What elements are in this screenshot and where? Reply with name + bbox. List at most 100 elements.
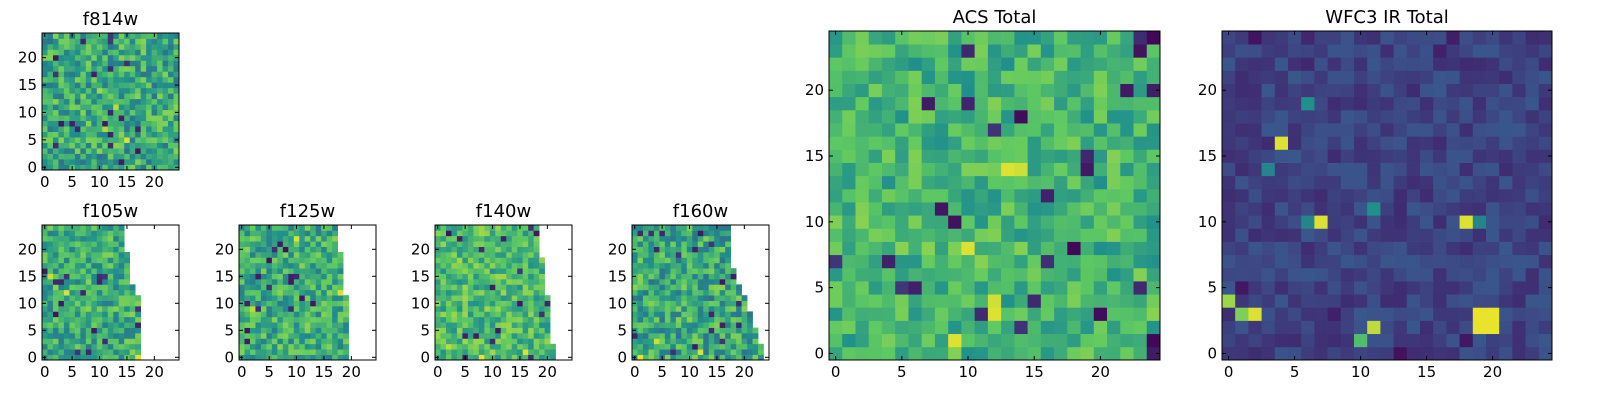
heatmap-cell bbox=[648, 300, 655, 307]
heatmap-cell bbox=[85, 49, 92, 56]
heatmap-cell bbox=[708, 316, 715, 323]
heatmap-cell bbox=[1261, 241, 1276, 256]
heatmap-cell bbox=[140, 115, 147, 122]
heatmap-cell bbox=[321, 230, 328, 237]
heatmap-cell bbox=[107, 120, 114, 127]
heatmap-cell bbox=[58, 327, 65, 334]
heatmap-cell bbox=[1354, 320, 1368, 335]
heatmap-cell bbox=[107, 60, 114, 67]
heatmap-cell bbox=[1093, 215, 1108, 229]
heatmap-cell bbox=[1486, 241, 1500, 256]
heatmap-cell bbox=[1120, 136, 1134, 150]
heatmap-cell bbox=[1486, 44, 1500, 58]
heatmap-cell bbox=[91, 289, 98, 296]
heatmap-cell bbox=[96, 273, 103, 280]
heatmap-cell bbox=[124, 131, 131, 138]
heatmap-cell bbox=[277, 225, 284, 231]
heatmap-cell bbox=[703, 246, 710, 253]
x-tick-label: 20 bbox=[735, 363, 754, 381]
heatmap-cell bbox=[1146, 83, 1161, 98]
heatmap-cell bbox=[681, 241, 688, 247]
heatmap-cell bbox=[855, 215, 870, 229]
heatmap-cell bbox=[107, 333, 114, 339]
heatmap-cell bbox=[1354, 136, 1368, 150]
heatmap-cell bbox=[1235, 188, 1249, 203]
heatmap-cell bbox=[299, 333, 306, 339]
heatmap-cell bbox=[697, 284, 704, 291]
heatmap-cell bbox=[881, 162, 896, 177]
heatmap-cell bbox=[489, 262, 496, 269]
heatmap-cell bbox=[506, 322, 513, 328]
heatmap-cell bbox=[1107, 70, 1121, 84]
heatmap-cell bbox=[730, 343, 737, 350]
heatmap-cell bbox=[85, 257, 92, 264]
heatmap-cell bbox=[675, 241, 682, 247]
heatmap-cell bbox=[47, 38, 54, 45]
heatmap-cell bbox=[315, 279, 322, 285]
heatmap-cell bbox=[58, 76, 65, 83]
heatmap-cell bbox=[632, 333, 638, 339]
heatmap-cell bbox=[58, 316, 65, 323]
heatmap-cell bbox=[277, 252, 284, 258]
heatmap-cell bbox=[135, 43, 141, 50]
heatmap-cell bbox=[151, 43, 158, 50]
heatmap-cell bbox=[741, 322, 748, 328]
heatmap-cell bbox=[1288, 307, 1302, 321]
heatmap-cell bbox=[451, 273, 458, 280]
heatmap-cell bbox=[129, 98, 136, 105]
heatmap-cell bbox=[47, 159, 54, 165]
heatmap-cell bbox=[1301, 267, 1315, 282]
heatmap-cell bbox=[1380, 175, 1394, 190]
heatmap-cell bbox=[1235, 202, 1249, 216]
heatmap-cell bbox=[129, 120, 136, 127]
heatmap-cell bbox=[462, 284, 469, 291]
heatmap-cell bbox=[934, 123, 949, 137]
heatmap-cell bbox=[895, 83, 909, 98]
heatmap-cell bbox=[239, 235, 245, 242]
heatmap-cell bbox=[52, 246, 59, 253]
heatmap-cell bbox=[1288, 281, 1302, 295]
heatmap-cell bbox=[1093, 281, 1108, 295]
heatmap-cell bbox=[511, 322, 518, 328]
heatmap-cell bbox=[708, 333, 715, 339]
heatmap-cell bbox=[168, 137, 174, 143]
heatmap-cell bbox=[974, 175, 989, 190]
heatmap-cell bbox=[85, 43, 92, 50]
heatmap-cell bbox=[1393, 281, 1408, 295]
heatmap-cell bbox=[107, 268, 114, 274]
heatmap-cell bbox=[168, 120, 174, 127]
heatmap-cell bbox=[517, 316, 524, 323]
heatmap-cell bbox=[80, 257, 87, 264]
heatmap-cell bbox=[249, 246, 256, 253]
heatmap-cell bbox=[1235, 109, 1249, 124]
heatmap-cell bbox=[987, 202, 1002, 216]
heatmap-cell bbox=[1027, 346, 1042, 361]
heatmap-cell bbox=[69, 311, 76, 318]
heatmap-cell bbox=[157, 65, 163, 72]
heatmap-cell bbox=[653, 225, 660, 231]
heatmap-cell bbox=[337, 354, 344, 361]
heatmap-cell bbox=[467, 338, 474, 345]
heatmap-cell bbox=[637, 246, 644, 253]
heatmap-cell bbox=[1525, 294, 1540, 308]
heatmap-cell bbox=[686, 252, 693, 258]
heatmap-cell bbox=[1380, 188, 1394, 203]
heatmap-cell bbox=[140, 164, 147, 171]
heatmap-cell bbox=[1327, 254, 1342, 269]
y-tick-label: 10 bbox=[1198, 213, 1217, 231]
heatmap-cell bbox=[1001, 96, 1015, 111]
heatmap-cell bbox=[1093, 123, 1108, 137]
heatmap-cell bbox=[478, 311, 485, 318]
heatmap-cell bbox=[80, 338, 87, 345]
heatmap-cell bbox=[445, 354, 452, 361]
heatmap-cell bbox=[1288, 333, 1302, 348]
heatmap-cell bbox=[829, 44, 843, 58]
heatmap-cell bbox=[664, 246, 671, 253]
heatmap-cell bbox=[730, 311, 737, 318]
heatmap-cell bbox=[173, 60, 180, 67]
heatmap-cell bbox=[239, 230, 245, 237]
heatmap-cell bbox=[343, 300, 349, 307]
heatmap-cell bbox=[511, 252, 518, 258]
heatmap-cell bbox=[948, 162, 962, 177]
